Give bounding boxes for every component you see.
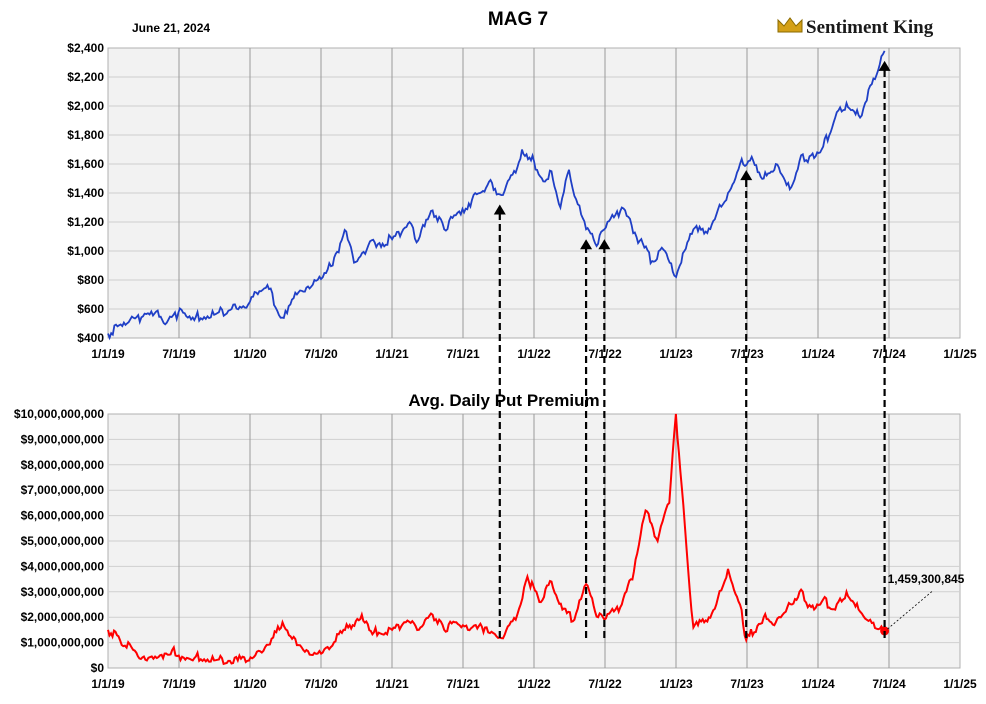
annotation-leader-line: [887, 590, 933, 630]
x-tick-label: 7/1/24: [872, 677, 906, 691]
y-tick-label: $10,000,000,000: [14, 407, 104, 421]
y-tick-label: $400: [77, 331, 104, 345]
premium-panel: Avg. Daily Put Premium $0$1,000,000,000$…: [14, 391, 977, 691]
y-tick-label: $2,000: [67, 99, 104, 113]
premium-x-axis: 1/1/19 7/1/19 1/1/20 7/1/20 1/1/21 7/1/21 1/1/…: [91, 677, 977, 691]
x-tick-label: 7/1/21: [446, 347, 480, 361]
x-tick-label: 7/1/20: [304, 347, 338, 361]
y-tick-label: $4,000,000,000: [21, 559, 105, 573]
x-tick-label: 1/1/19: [91, 677, 125, 691]
signal-arrow-head: [740, 170, 753, 181]
y-tick-label: $5,000,000,000: [21, 534, 105, 548]
price-x-axis: 1/1/19 7/1/19 1/1/20 7/1/20 1/1/21 7/1/21 1/1/…: [91, 347, 977, 361]
x-tick-label: 1/1/22: [517, 677, 551, 691]
y-tick-label: $0: [91, 661, 105, 675]
signal-arrow-head: [598, 239, 611, 250]
price-grid: [108, 48, 960, 338]
x-tick-label: 1/1/23: [659, 347, 693, 361]
y-tick-label: $1,000: [67, 244, 104, 258]
signal-arrow-head: [878, 60, 891, 71]
chart-title: MAG 7: [488, 9, 548, 30]
signal-arrow-head: [493, 204, 506, 215]
x-tick-label: 7/1/19: [162, 347, 196, 361]
last-value-annotation: 1,459,300,845: [888, 572, 965, 586]
y-tick-label: $2,400: [67, 41, 104, 55]
price-series-line: [107, 50, 886, 341]
x-tick-label: 1/1/20: [233, 677, 267, 691]
x-tick-label: 7/1/23: [730, 347, 764, 361]
signal-arrows: [493, 60, 891, 638]
x-tick-label: 7/1/22: [588, 677, 622, 691]
y-tick-label: $1,600: [67, 157, 104, 171]
x-tick-label: 1/1/20: [233, 347, 267, 361]
y-tick-label: $1,000,000,000: [21, 636, 105, 650]
y-tick-label: $3,000,000,000: [21, 585, 105, 599]
price-panel: $400 $600 $800 $1,000 $1,200 $1,400 $1,600 $1,8…: [67, 41, 977, 361]
x-tick-label: 7/1/19: [162, 677, 196, 691]
price-y-axis: $400 $600 $800 $1,000 $1,200 $1,400 $1,600 $1,8…: [67, 41, 104, 345]
signal-arrow-head: [580, 239, 593, 250]
y-tick-label: $1,200: [67, 215, 104, 229]
crown-icon: [777, 17, 803, 33]
premium-series-line: [107, 413, 886, 666]
x-tick-label: 1/1/23: [659, 677, 693, 691]
y-tick-label: $6,000,000,000: [21, 509, 105, 523]
x-tick-label: 1/1/21: [375, 347, 409, 361]
x-tick-label: 1/1/24: [801, 347, 835, 361]
premium-y-axis: $0 $1,000,000,000 $2,000,000,000 $3,000,000…: [14, 407, 104, 675]
y-tick-label: $2,200: [67, 70, 104, 84]
last-value-marker: [880, 626, 890, 636]
y-tick-label: $1,400: [67, 186, 104, 200]
x-tick-label: 7/1/21: [446, 677, 480, 691]
x-tick-label: 7/1/22: [588, 347, 622, 361]
y-tick-label: $600: [77, 302, 104, 316]
report-date: June 21, 2024: [132, 21, 210, 35]
brand-name: Sentiment King: [806, 17, 934, 38]
x-tick-label: 7/1/20: [304, 677, 338, 691]
x-tick-label: 1/1/24: [801, 677, 835, 691]
x-tick-label: 1/1/21: [375, 677, 409, 691]
x-tick-label: 7/1/23: [730, 677, 764, 691]
x-tick-label: 1/1/25: [943, 347, 977, 361]
x-tick-label: 1/1/19: [91, 347, 125, 361]
brand-logo: Sentiment King: [777, 17, 934, 38]
y-tick-label: $2,000,000,000: [21, 610, 105, 624]
x-tick-label: 1/1/22: [517, 347, 551, 361]
y-tick-label: $9,000,000,000: [21, 432, 105, 446]
x-tick-label: 1/1/25: [943, 677, 977, 691]
y-tick-label: $1,800: [67, 128, 104, 142]
x-tick-label: 7/1/24: [872, 347, 906, 361]
y-tick-label: $8,000,000,000: [21, 458, 105, 472]
premium-chart-title: Avg. Daily Put Premium: [408, 391, 599, 410]
y-tick-label: $800: [77, 273, 104, 287]
y-tick-label: $7,000,000,000: [21, 483, 105, 497]
